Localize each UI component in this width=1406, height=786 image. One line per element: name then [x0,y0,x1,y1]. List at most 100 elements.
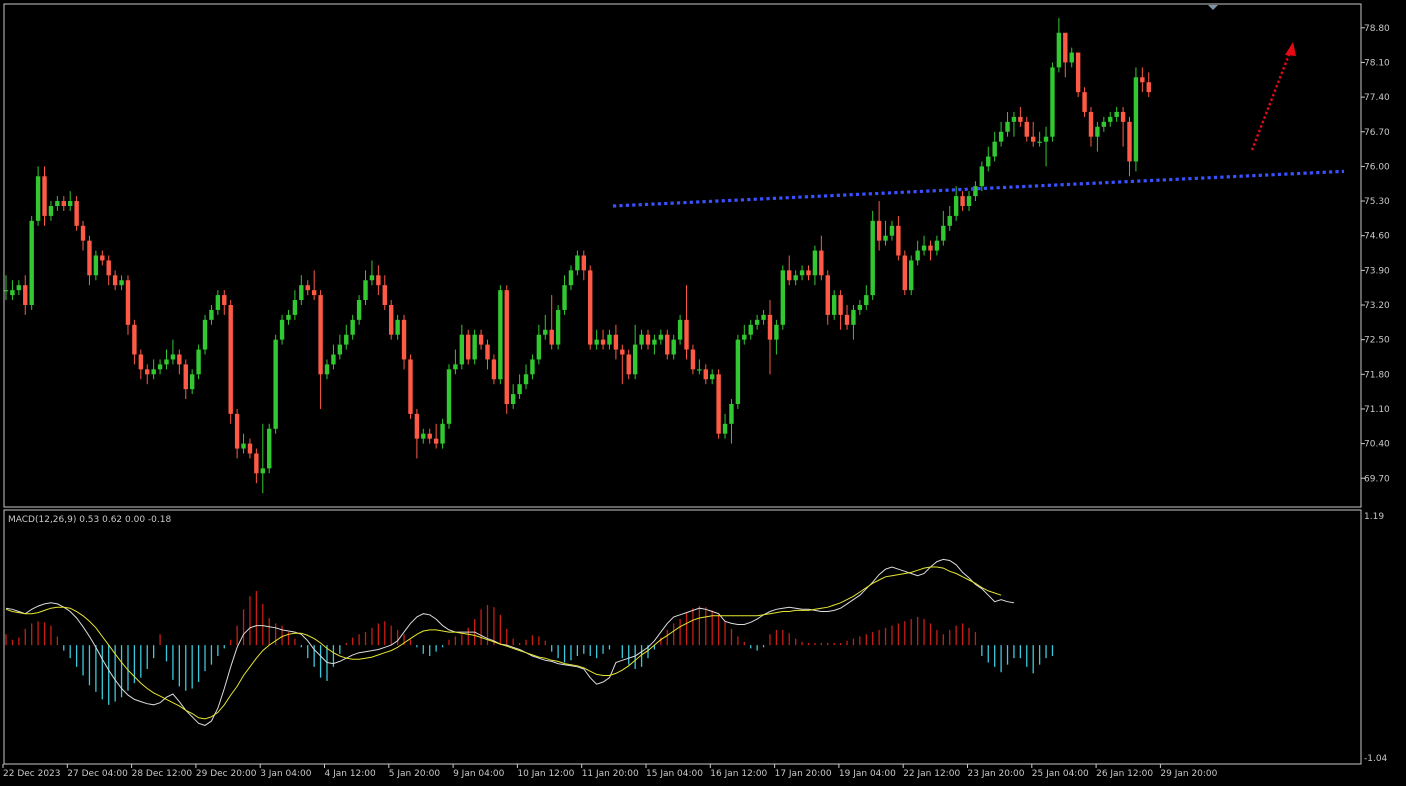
candle[interactable] [774,319,779,355]
candle[interactable] [260,423,265,494]
candle[interactable] [350,314,355,340]
candle[interactable] [119,275,124,291]
candle[interactable] [838,290,843,330]
candle[interactable] [915,240,920,266]
candle[interactable] [1069,47,1074,68]
candle[interactable] [279,314,285,345]
candle[interactable] [716,369,721,439]
candle[interactable] [311,270,317,301]
candle[interactable] [831,290,837,320]
candle[interactable] [600,329,606,350]
candle[interactable] [729,399,734,444]
candle[interactable] [157,359,163,375]
candle[interactable] [1031,121,1036,147]
candle[interactable] [979,161,985,192]
candle[interactable] [876,201,882,251]
candle[interactable] [620,344,625,385]
candle[interactable] [1114,107,1119,122]
candle[interactable] [132,319,137,365]
candle[interactable] [421,428,426,444]
candle[interactable] [517,374,522,400]
candle[interactable] [453,349,458,375]
candle[interactable] [857,300,863,315]
candle[interactable] [80,220,86,251]
candle[interactable] [613,324,619,360]
candle[interactable] [684,285,689,360]
candle[interactable] [305,280,310,296]
candle[interactable] [742,324,747,345]
candle[interactable] [74,196,79,231]
candle[interactable] [864,285,869,310]
projection-arrow-line[interactable] [1250,51,1292,151]
candle[interactable] [61,196,66,211]
candle[interactable] [318,290,323,409]
candle[interactable] [665,329,670,360]
scroll-marker-icon[interactable] [1208,5,1218,10]
candle[interactable] [1140,67,1145,93]
candle[interactable] [562,275,567,315]
candle[interactable] [986,146,991,172]
candle[interactable] [1088,107,1094,147]
candle[interactable] [299,275,304,305]
candle[interactable] [29,215,34,310]
candle[interactable] [202,314,208,355]
candle[interactable] [55,196,60,211]
candle[interactable] [973,181,978,202]
candle[interactable] [170,339,176,365]
candle[interactable] [3,275,9,301]
candle[interactable] [825,270,830,325]
candle[interactable] [1024,116,1029,142]
candle[interactable] [735,334,741,409]
candle[interactable] [363,270,368,305]
candle[interactable] [575,250,580,276]
candle[interactable] [844,305,850,330]
candle[interactable] [267,423,272,474]
candle[interactable] [748,319,753,340]
candle[interactable] [767,300,773,375]
candle[interactable] [568,265,574,291]
candle[interactable] [228,300,233,424]
candle[interactable] [594,329,599,350]
candle[interactable] [395,314,400,340]
candle[interactable] [177,349,182,375]
candle[interactable] [1037,131,1042,147]
candle[interactable] [883,220,888,246]
candle[interactable] [369,260,375,286]
candle[interactable] [549,295,554,350]
candle[interactable] [960,191,965,211]
candle[interactable] [459,324,465,370]
candle[interactable] [286,309,291,325]
candle[interactable] [491,354,497,385]
candle[interactable] [953,186,959,221]
candle[interactable] [1018,107,1023,127]
candle[interactable] [992,131,997,162]
candle[interactable] [389,300,394,340]
candle[interactable] [145,364,150,385]
candle[interactable] [498,285,503,385]
candle[interactable] [1146,72,1151,98]
candle[interactable] [1108,111,1113,127]
candle[interactable] [485,339,490,370]
candle[interactable] [812,245,818,286]
candle[interactable] [183,359,188,400]
candle[interactable] [1011,111,1017,137]
candle[interactable] [626,349,631,380]
candle[interactable] [819,235,824,281]
candle[interactable] [10,280,15,301]
candle[interactable] [639,329,644,350]
support-trendline[interactable] [612,169,1345,208]
candle[interactable] [998,121,1004,147]
candle[interactable] [100,250,105,266]
candle[interactable] [1056,17,1062,73]
candle[interactable] [1101,116,1107,132]
candle[interactable] [16,280,22,296]
candle[interactable] [48,201,54,221]
candle[interactable] [401,314,407,370]
candle[interactable] [652,334,657,355]
candle[interactable] [1127,116,1132,177]
candle[interactable] [189,369,195,395]
candle[interactable] [292,290,298,320]
price-pane[interactable] [3,17,1345,494]
candle[interactable] [87,235,92,286]
